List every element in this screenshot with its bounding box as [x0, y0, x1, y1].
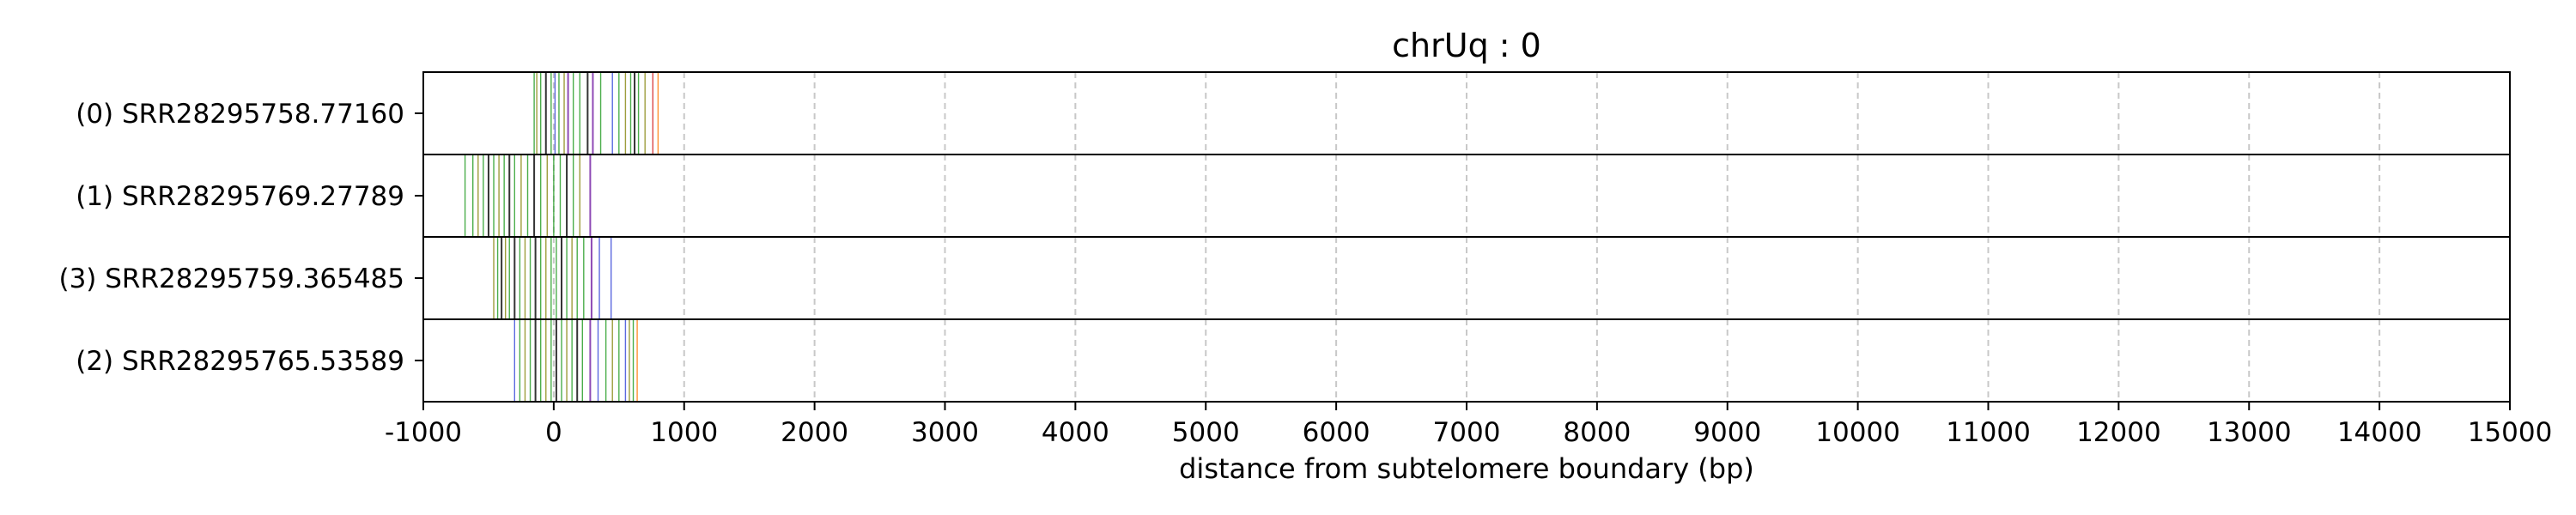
x-tick-label: 10000: [1815, 417, 1900, 448]
track-labels: (0) SRR28295758.77160 (1) SRR28295769.277…: [58, 99, 423, 377]
x-tick-label: 2000: [781, 417, 848, 448]
x-tick-label: 4000: [1042, 417, 1109, 448]
x-tick-label: -1000: [385, 417, 462, 448]
x-tick-label: 9000: [1693, 417, 1761, 448]
track-label: (0) SRR28295758.77160: [76, 99, 404, 130]
grid-lines: [552, 72, 2381, 402]
data-marks: [464, 72, 659, 402]
chart-title: chrUq : 0: [1392, 27, 1541, 64]
x-tick-label: 6000: [1303, 417, 1370, 448]
track-label: (2) SRR28295765.53589: [76, 346, 404, 377]
x-tick-label: 7000: [1433, 417, 1501, 448]
x-tick-label: 0: [545, 417, 562, 448]
x-tick-label: 12000: [2076, 417, 2161, 448]
x-tick-label: 13000: [2207, 417, 2292, 448]
x-tick-label: 8000: [1563, 417, 1631, 448]
x-tick-label: 3000: [911, 417, 979, 448]
x-tick-label: 1000: [650, 417, 718, 448]
x-tick-label: 14000: [2337, 417, 2422, 448]
track-label: (3) SRR28295759.365485: [58, 264, 404, 294]
track-label: (1) SRR28295769.27789: [76, 181, 404, 212]
x-axis: -1000 0 1000 2000 3000 4000 5000 6000 7000 8000 90…: [385, 402, 2552, 448]
x-axis-label: distance from subtelomere boundary (bp): [1179, 452, 1754, 485]
x-tick-label: 15000: [2468, 417, 2553, 448]
x-tick-label: 11000: [1946, 417, 2031, 448]
x-tick-label: 5000: [1172, 417, 1240, 448]
